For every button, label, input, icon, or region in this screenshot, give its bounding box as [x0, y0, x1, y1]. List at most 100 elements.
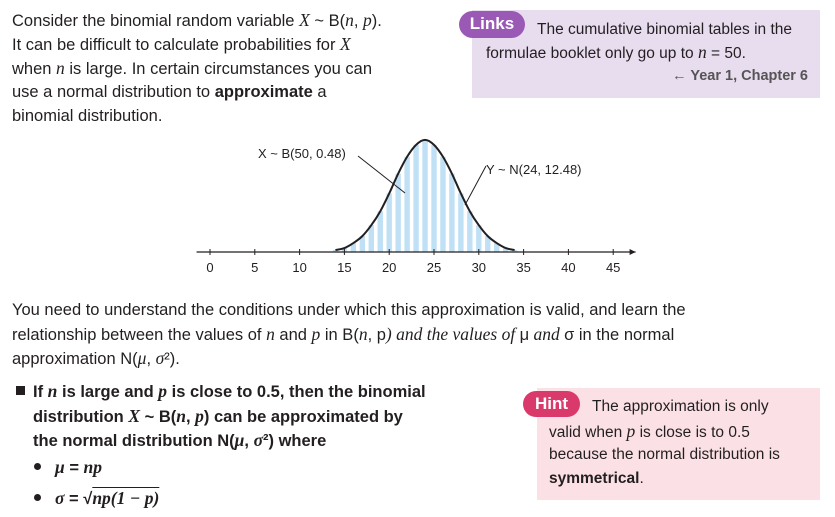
- bar: [458, 193, 464, 252]
- text-run: .: [639, 470, 644, 487]
- paragraph-line: relationship between the values of n and…: [12, 324, 674, 345]
- chart: 0 5 10 15 20 25 30 35 40 45 X ~ B(50, 0.48) Y ~ N(2…: [196, 138, 636, 275]
- x-tick-label: 15: [337, 260, 351, 275]
- intro-line: It can be difficult to calculate probabi…: [12, 34, 351, 55]
- text-run: μ: [137, 348, 147, 368]
- text-run: ,: [353, 12, 364, 30]
- key-line: the normal distribution N(μ, σ²) where: [33, 430, 326, 451]
- text-run: σ: [564, 326, 575, 344]
- x-tick-label: 35: [516, 260, 530, 275]
- bar: [431, 144, 437, 252]
- x-tick-label: 10: [292, 260, 306, 275]
- text-run: ,: [146, 350, 156, 368]
- text-run: n: [697, 42, 707, 62]
- hint-box: [537, 388, 820, 500]
- intro-line: use a normal distribution to approximate…: [12, 82, 327, 102]
- text-run: μ: [519, 326, 530, 344]
- text-run: valid when: [549, 424, 627, 441]
- text-run: p: [376, 326, 386, 344]
- bar: [440, 156, 446, 252]
- bar: [413, 144, 419, 252]
- text-run: = √: [64, 490, 93, 508]
- text-run: in B(: [320, 326, 359, 344]
- text-run: σ: [155, 348, 165, 368]
- paragraph-line: You need to understand the conditions un…: [12, 300, 686, 320]
- text-run: p: [195, 406, 204, 426]
- intro-line: Consider the binomial random variable X …: [12, 10, 382, 31]
- bar: [350, 243, 357, 252]
- text-run: ²) where: [263, 432, 327, 450]
- axis-arrow: [629, 249, 636, 255]
- text-run: n: [56, 58, 65, 78]
- annotation: Y ~ N(24, 12.48): [486, 162, 582, 177]
- hint-line: because the normal distribution is: [549, 445, 780, 465]
- text-run: and: [274, 326, 312, 344]
- links-line: The cumulative binomial tables in the: [537, 20, 792, 40]
- annotation-pointer: [464, 165, 487, 206]
- bar: [422, 139, 428, 252]
- text-run: X: [340, 34, 351, 54]
- square-bullet: [16, 386, 25, 395]
- text-run: p: [158, 381, 168, 401]
- bar: [377, 211, 383, 252]
- bar: [494, 243, 500, 252]
- text-run: is close to 0.5, then the binomial: [167, 383, 426, 401]
- text-run: n: [176, 406, 186, 426]
- intro-line: binomial distribution.: [12, 106, 162, 126]
- bar: [467, 211, 473, 252]
- text-run: binomial distribution.: [12, 107, 163, 125]
- text-run: n: [358, 324, 368, 344]
- text-run: =: [64, 459, 84, 477]
- x-tick-label: 25: [427, 260, 441, 275]
- text-run: approximation N(: [12, 350, 138, 368]
- text-run: X: [128, 406, 141, 426]
- text-run: ,: [244, 432, 254, 450]
- text-run: ,: [367, 326, 377, 344]
- text-run: ~ B(: [309, 12, 346, 30]
- text-run: ).: [371, 12, 382, 30]
- key-bullet: μ = np: [55, 457, 102, 478]
- text-run: n: [266, 324, 275, 344]
- links-tag: Links: [459, 11, 525, 38]
- text-run: The approximation is only: [592, 398, 769, 415]
- text-run: ) can be approximated by: [203, 408, 403, 426]
- text-run: symmetrical: [549, 470, 640, 487]
- text-run: It can be difficult to calculate probabi…: [12, 36, 341, 54]
- text-run: np(1 − p): [92, 488, 160, 508]
- bar: [386, 193, 392, 252]
- x-tick-label: 20: [382, 260, 396, 275]
- x-tick-label: 40: [561, 260, 575, 275]
- text-run: If: [33, 383, 48, 401]
- text-run: is large and: [57, 383, 159, 401]
- text-run: is close is to 0.5: [635, 424, 750, 441]
- x-tick-label: 5: [251, 260, 258, 275]
- x-tick-label: 0: [206, 260, 213, 275]
- text-run: ,: [185, 408, 196, 426]
- hint-line: valid when p is close is to 0.5: [549, 421, 750, 443]
- links-reference: ← Year 1, Chapter 6: [672, 68, 808, 84]
- bar: [502, 248, 509, 252]
- text-run: σ: [55, 488, 65, 508]
- bar: [332, 250, 339, 252]
- text-run: μ: [55, 457, 65, 477]
- text-run: a: [312, 83, 327, 101]
- text-run: and: [529, 324, 565, 344]
- text-run: = 50.: [706, 45, 746, 62]
- bar: [485, 236, 491, 252]
- bar: [476, 225, 482, 252]
- text-run: use a normal distribution to: [12, 83, 215, 101]
- bullet: [34, 494, 41, 501]
- hint-line: symmetrical.: [549, 469, 644, 489]
- text-run: p: [626, 421, 636, 441]
- text-run: σ: [253, 430, 264, 450]
- links-line: formulae booklet only go up to n = 50.: [486, 42, 746, 64]
- text-run: distribution: [33, 408, 129, 426]
- intro-line: when n is large. In certain circumstance…: [12, 58, 372, 79]
- key-line: If n is large and p is close to 0.5, the…: [33, 381, 426, 402]
- text-run: μ: [234, 430, 245, 450]
- annotation-pointer: [357, 155, 406, 194]
- text-run: Consider the binomial random variable: [12, 12, 300, 30]
- text-run: formulae booklet only go up to: [486, 45, 698, 62]
- text-run: ) and the values of: [385, 324, 520, 344]
- hint-line: The approximation is only: [592, 397, 769, 417]
